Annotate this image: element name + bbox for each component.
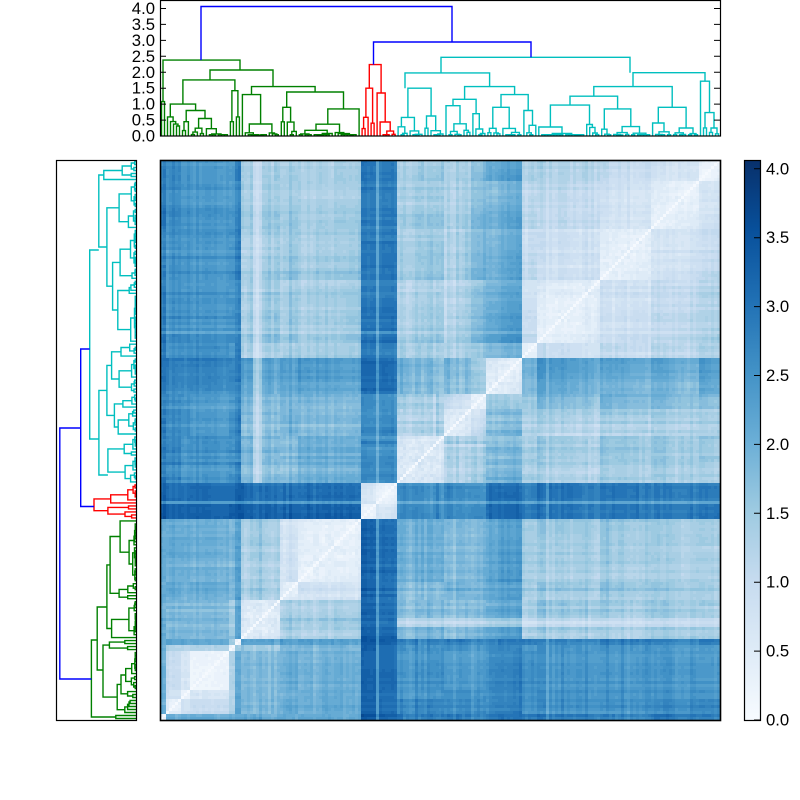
svg-text:1.5: 1.5	[766, 504, 789, 523]
svg-text:2.0: 2.0	[132, 63, 155, 82]
svg-text:4.0: 4.0	[132, 0, 155, 18]
svg-text:0.0: 0.0	[132, 127, 155, 146]
svg-text:3.5: 3.5	[766, 228, 789, 247]
svg-text:1.0: 1.0	[132, 95, 155, 114]
svg-text:1.0: 1.0	[766, 573, 789, 592]
svg-text:4.0: 4.0	[766, 159, 789, 178]
svg-text:1.5: 1.5	[132, 79, 155, 98]
svg-text:3.0: 3.0	[766, 297, 789, 316]
svg-text:2.0: 2.0	[766, 435, 789, 454]
svg-text:2.5: 2.5	[766, 366, 789, 385]
svg-text:3.0: 3.0	[132, 31, 155, 50]
svg-text:0.0: 0.0	[766, 711, 789, 730]
svg-text:0.5: 0.5	[132, 111, 155, 130]
svg-text:3.5: 3.5	[132, 15, 155, 34]
svg-text:0.5: 0.5	[766, 642, 789, 661]
svg-text:2.5: 2.5	[132, 47, 155, 66]
